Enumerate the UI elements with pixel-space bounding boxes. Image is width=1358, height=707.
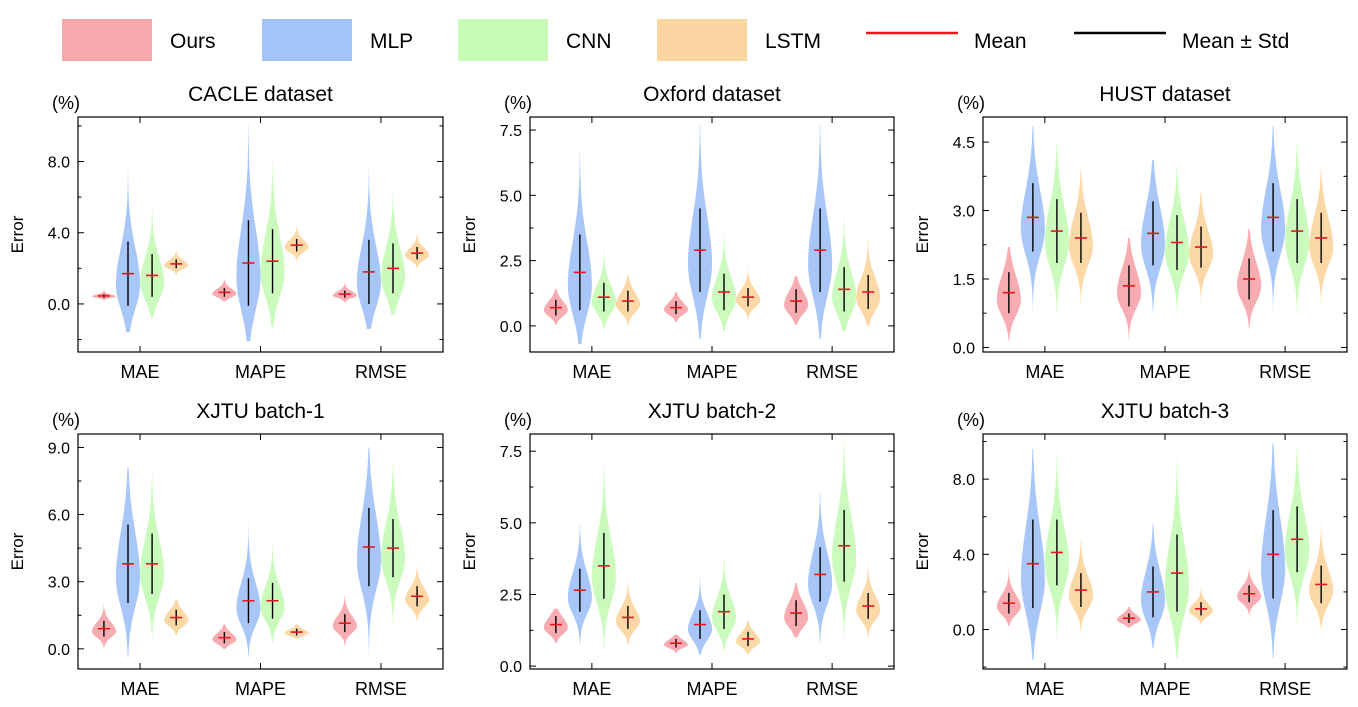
x-tick-label-mape: MAPE: [686, 679, 737, 699]
y-tick-label: 0.0: [48, 642, 70, 659]
y-tick-label: 5.0: [500, 516, 522, 533]
panel-xjtu-batch-3: 0.0 4.0 8.0 MAE MAPE RMSE XJTU batch-3 (%) Error: [913, 400, 1348, 699]
x-tick-label-mape: MAPE: [235, 362, 286, 382]
x-tick-label-rmse: RMSE: [355, 679, 407, 699]
y-axis-label: Error: [460, 532, 479, 570]
x-tick-label-rmse: RMSE: [806, 362, 858, 382]
y-tick-label: 0.0: [953, 340, 975, 357]
panel-hust-dataset: 0.0 1.5 3.0 4.5 MAE MAPE RMSE HUST dataset (%) Er…: [913, 83, 1348, 382]
panel-title: XJTU batch-1: [196, 400, 324, 423]
legend-label-ours: Ours: [170, 30, 216, 53]
y-tick-label: 6.0: [48, 508, 70, 525]
x-tick-label-rmse: RMSE: [1259, 362, 1311, 382]
unit-label: (%): [957, 410, 985, 430]
y-tick-label: 4.0: [953, 547, 975, 564]
y-tick-label: 0.0: [500, 319, 522, 336]
legend-label-cnn: CNN: [566, 30, 612, 53]
y-tick-label: 3.0: [953, 204, 975, 221]
y-axis-label: Error: [913, 215, 932, 253]
y-axis-label: Error: [8, 215, 27, 253]
legend-swatch-ours: [62, 19, 152, 61]
y-tick-label: 5.0: [500, 188, 522, 205]
x-tick-label-mape: MAPE: [1139, 362, 1190, 382]
x-tick-label-mae: MAE: [572, 362, 611, 382]
x-tick-label-mae: MAE: [121, 362, 160, 382]
x-tick-label-rmse: RMSE: [355, 362, 407, 382]
y-axis-label: Error: [913, 532, 932, 570]
legend-swatch-cnn: [458, 19, 548, 61]
y-tick-label: 4.0: [48, 226, 70, 243]
legend-label-mean: Mean: [974, 30, 1027, 53]
unit-label: (%): [504, 410, 532, 430]
unit-label: (%): [504, 93, 532, 113]
unit-label: (%): [957, 93, 985, 113]
y-tick-label: 7.5: [500, 123, 522, 140]
legend-label-mlp: MLP: [370, 30, 413, 53]
x-tick-label-mae: MAE: [121, 679, 160, 699]
panel-xjtu-batch-2: 0.0 2.5 5.0 7.5 MAE MAPE RMSE XJTU batch-2 (%) Er…: [460, 400, 895, 699]
y-tick-label: 2.5: [500, 587, 522, 604]
y-tick-label: 4.5: [953, 135, 975, 152]
x-tick-label-mae: MAE: [1025, 679, 1064, 699]
panel-oxford-dataset: 0.0 2.5 5.0 7.5 MAE MAPE RMSE Oxford dataset (%)…: [460, 83, 895, 382]
x-tick-label-mape: MAPE: [1139, 679, 1190, 699]
panel-cacle-dataset: 0.0 4.0 8.0 MAE MAPE RMSE CACLE dataset (%) Erro…: [8, 83, 444, 382]
x-tick-label-mape: MAPE: [686, 362, 737, 382]
legend-swatch-lstm: [657, 19, 747, 61]
y-axis-label: Error: [460, 215, 479, 253]
panels: 0.0 4.0 8.0 MAE MAPE RMSE CACLE dataset (%) Erro…: [8, 83, 1348, 699]
y-tick-label: 1.5: [953, 272, 975, 289]
x-tick-label-rmse: RMSE: [1259, 679, 1311, 699]
x-tick-label-mape: MAPE: [235, 679, 286, 699]
y-tick-label: 8.0: [953, 472, 975, 489]
panel-title: CACLE dataset: [188, 83, 333, 106]
x-tick-label-mae: MAE: [1025, 362, 1064, 382]
panel-title: XJTU batch-2: [648, 400, 776, 423]
unit-label: (%): [52, 93, 80, 113]
y-tick-label: 0.0: [48, 297, 70, 314]
x-tick-label-mae: MAE: [572, 679, 611, 699]
y-tick-label: 2.5: [500, 254, 522, 271]
unit-label: (%): [52, 410, 80, 430]
violin-lstm-mape: [1189, 575, 1213, 628]
y-tick-label: 7.5: [500, 444, 522, 461]
y-tick-label: 3.0: [48, 575, 70, 592]
panel-title: HUST dataset: [1099, 83, 1231, 106]
legend-label-std: Mean ± Std: [1182, 30, 1289, 53]
legend-swatch-mlp: [262, 19, 352, 61]
y-tick-label: 0.0: [500, 659, 522, 676]
x-tick-label-rmse: RMSE: [806, 679, 858, 699]
y-tick-label: 9.0: [48, 440, 70, 457]
y-tick-label: 0.0: [953, 623, 975, 640]
y-tick-label: 8.0: [48, 155, 70, 172]
y-axis-label: Error: [8, 532, 27, 570]
panel-title: Oxford dataset: [643, 83, 781, 106]
panel-xjtu-batch-1: 0.0 3.0 6.0 9.0 MAE MAPE RMSE XJTU batch-1 (%) Er…: [8, 400, 444, 699]
legend-label-lstm: LSTM: [765, 30, 821, 53]
panel-title: XJTU batch-3: [1101, 400, 1229, 423]
legend: Ours MLP CNN LSTM Mean Mean ± Std: [62, 19, 1289, 61]
